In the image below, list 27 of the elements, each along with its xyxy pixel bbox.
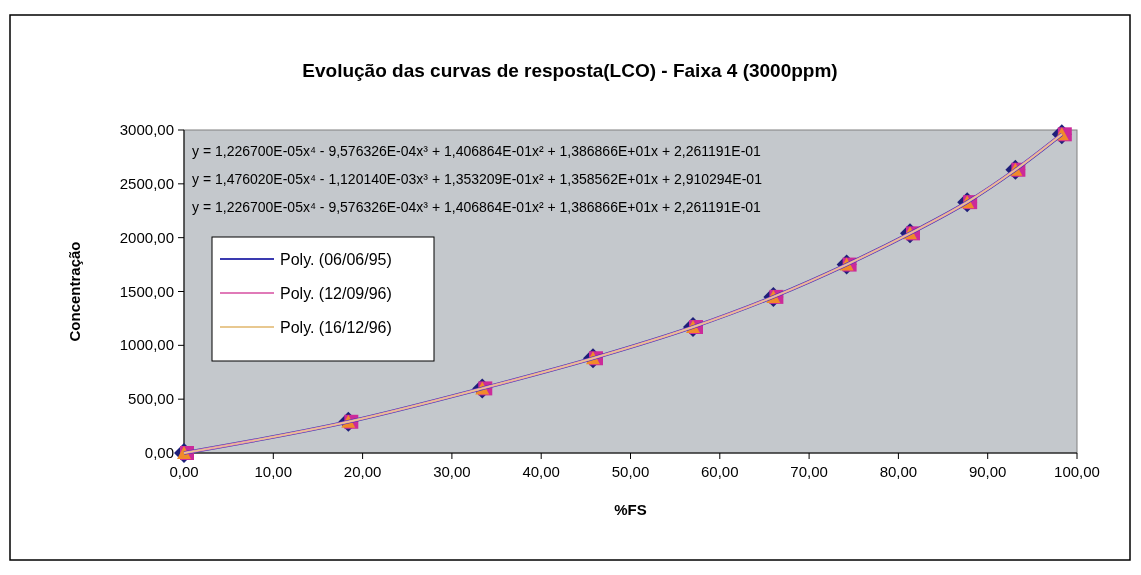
y-tick-label: 500,00 — [128, 390, 174, 408]
x-tick-label: 20,00 — [343, 463, 382, 480]
x-tick-label: 80,00 — [879, 463, 918, 480]
annotation: y = 1,476020E-05x⁴ - 1,120140E-03x³ + 1,353209E-01x² + 1,358562E+01x + 2,910294E-01 — [192, 171, 763, 187]
y-tick-label: 1000,00 — [119, 336, 174, 354]
x-tick-label: 40,00 — [522, 463, 560, 480]
x-tick-label: 100,00 — [1054, 463, 1100, 480]
legend-label: Poly. (16/12/96) — [280, 319, 392, 336]
legend-label: Poly. (12/09/96) — [280, 285, 392, 302]
y-tick-label: 1500,00 — [119, 282, 174, 300]
x-tick-label: 30,00 — [433, 463, 471, 480]
chart-title: Evolução das curvas de resposta(LCO) - Faixa 4 (3000ppm) — [302, 60, 838, 81]
x-axis-title: %FS — [614, 501, 647, 518]
y-tick-label: 3000,00 — [119, 121, 174, 138]
x-tick-label: 10,00 — [254, 463, 293, 480]
x-tick-label: 0,00 — [169, 463, 199, 480]
x-tick-label: 50,00 — [611, 463, 650, 480]
y-tick-label: 0,00 — [144, 444, 174, 461]
y-tick-label: 2000,00 — [119, 228, 174, 246]
annotation: y = 1,226700E-05x⁴ - 9,576326E-04x³ + 1,406864E-01x² + 1,386866E+01x + 2,261191E-01 — [192, 199, 762, 215]
x-tick-label: 90,00 — [968, 463, 1007, 480]
x-tick-label: 60,00 — [701, 463, 739, 480]
x-tick-label: 70,00 — [790, 463, 828, 480]
y-axis-title: Concentração — [66, 241, 83, 342]
annotation: y = 1,226700E-05x⁴ - 9,576326E-04x³ + 1,406864E-01x² + 1,386866E+01x + 2,261191E-01 — [192, 143, 762, 159]
y-tick-label: 2500,00 — [119, 174, 174, 192]
legend-label: Poly. (06/06/95) — [280, 251, 392, 268]
